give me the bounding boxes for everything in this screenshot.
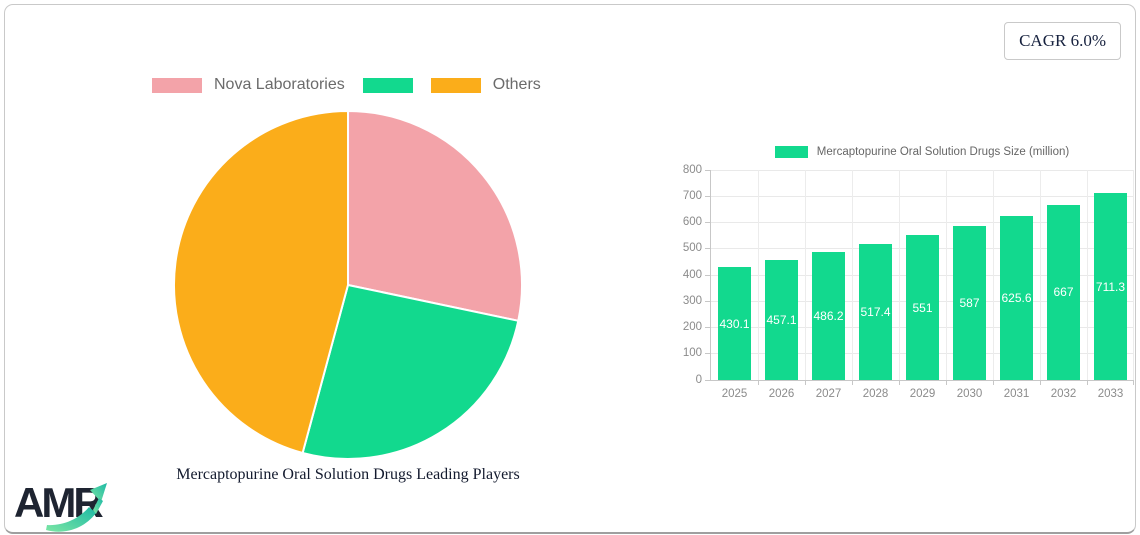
y-axis-label: 0: [695, 373, 702, 386]
bar-value-label: 517.4: [860, 305, 891, 320]
x-tick: [1087, 380, 1088, 385]
x-gridline: [758, 170, 759, 380]
pie-slice[interactable]: [347, 110, 523, 322]
bar-legend-item[interactable]: Mercaptopurine Oral Solution Drugs Size …: [710, 146, 1134, 158]
x-axis-label: 2026: [768, 388, 795, 400]
legend-swatch: [362, 77, 413, 93]
bar[interactable]: 625.6: [1000, 215, 1033, 380]
bar[interactable]: 551: [906, 235, 939, 380]
pie-legend: Nova Laboratories Others: [152, 76, 541, 94]
amr-logo: AMR: [12, 480, 112, 532]
legend-label: Others: [492, 76, 541, 93]
y-axis-label: 300: [682, 294, 702, 307]
y-tick: [705, 248, 710, 250]
x-gridline: [946, 170, 947, 380]
x-gridline: [993, 170, 994, 380]
x-gridline: [1040, 170, 1041, 380]
growth-arrow-icon: [46, 483, 107, 532]
x-axis-label: 2025: [721, 388, 748, 400]
x-axis-label: 2028: [862, 388, 889, 400]
y-tick: [705, 274, 710, 276]
y-axis-label: 100: [682, 347, 702, 360]
y-axis-label: 700: [682, 189, 702, 202]
x-tick: [899, 380, 900, 385]
cagr-badge: CAGR 6.0%: [1004, 22, 1121, 60]
bar[interactable]: 517.4: [859, 244, 892, 380]
pie-legend-item[interactable]: Nova Laboratories: [152, 76, 345, 94]
y-gridline: [711, 169, 1134, 171]
y-gridline: [711, 195, 1134, 197]
x-gridline: [805, 170, 806, 380]
y-tick: [705, 169, 710, 171]
x-axis-label: 2027: [815, 388, 842, 400]
y-axis-label: 600: [682, 216, 702, 228]
x-tick: [1133, 380, 1134, 385]
bar[interactable]: 486.2: [812, 252, 845, 380]
y-tick: [705, 327, 710, 328]
bar-value-label: 625.6: [1001, 290, 1032, 305]
bar-legend-swatch: [774, 146, 808, 158]
bar-value-label: 457.1: [766, 312, 797, 327]
y-gridline: [711, 222, 1134, 223]
bar-plot: 0 100 200 300 400 500 600 700 800 430.1 2025 457.1 2…: [683, 164, 1134, 400]
x-axis-label: 2030: [956, 388, 983, 400]
bar-value-label: 430.1: [719, 316, 750, 331]
bar[interactable]: 430.1: [718, 267, 751, 380]
pie-legend-item[interactable]: Others: [430, 76, 541, 94]
bar-legend-label: Mercaptopurine Oral Solution Drugs Size …: [816, 146, 1070, 158]
x-tick: [758, 380, 759, 385]
bar[interactable]: 667: [1047, 204, 1080, 380]
bar[interactable]: 457.1: [765, 260, 798, 380]
legend-label: Nova Laboratories: [214, 76, 345, 93]
x-tick: [852, 380, 853, 385]
x-axis-label: 2029: [909, 388, 936, 400]
bar-value-label: 486.2: [813, 309, 844, 324]
x-gridline: [1133, 170, 1134, 380]
y-tick: [705, 379, 710, 381]
pie-chart-title: Mercaptopurine Oral Solution Drugs Leadi…: [176, 466, 520, 483]
y-axis-label: 500: [682, 242, 702, 255]
y-tick: [705, 195, 710, 197]
x-axis-label: 2032: [1050, 388, 1077, 400]
bar-value-label: 587: [959, 295, 980, 310]
bar[interactable]: 587: [953, 225, 986, 380]
y-tick: [705, 300, 710, 302]
bar[interactable]: 711.3: [1094, 193, 1127, 380]
x-tick: [946, 380, 947, 385]
x-gridline: [1087, 170, 1088, 380]
x-tick: [805, 380, 806, 385]
pie-chart[interactable]: [172, 109, 524, 461]
pie-slice[interactable]: [301, 284, 520, 460]
x-gridline: [899, 170, 900, 380]
legend-swatch: [430, 77, 481, 93]
bar-value-label: 711.3: [1095, 279, 1126, 294]
y-axis-label: 400: [682, 268, 702, 281]
pie-legend-item[interactable]: [362, 77, 413, 93]
x-axis-label: 2031: [1003, 388, 1030, 400]
legend-swatch: [152, 77, 202, 93]
x-tick: [993, 380, 994, 385]
x-axis-label: 2033: [1097, 388, 1124, 400]
pie-slice[interactable]: [172, 110, 349, 454]
bar-value-label: 551: [912, 300, 933, 315]
y-tick: [705, 222, 710, 223]
y-axis-label: 200: [682, 321, 702, 333]
x-tick: [1040, 380, 1041, 385]
y-axis-label: 800: [682, 163, 702, 176]
x-gridline: [852, 170, 853, 380]
y-tick: [705, 353, 710, 355]
bar-value-label: 667: [1053, 285, 1074, 300]
